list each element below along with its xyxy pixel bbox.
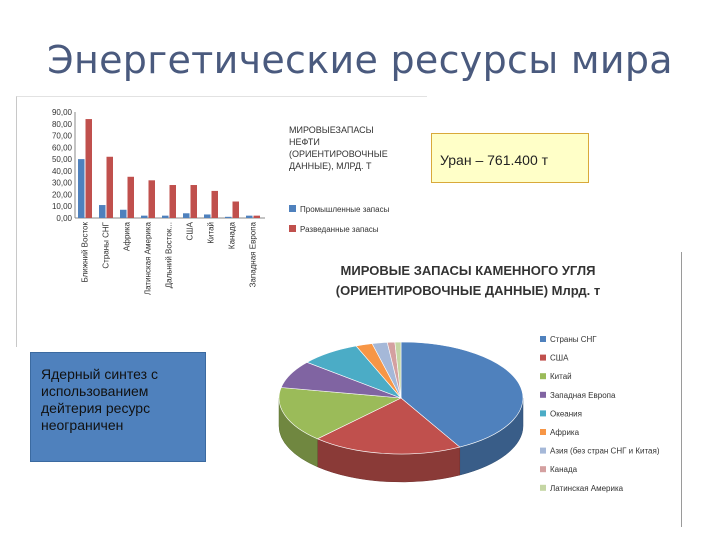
oil-bar bbox=[162, 215, 169, 218]
coal-legend: Страны СНГ США Китай Западная Европа Океания… bbox=[540, 335, 660, 493]
legend-label-industrial: Промышленные запасы bbox=[300, 205, 390, 214]
coal-legend-swatch bbox=[540, 447, 546, 454]
coal-reserves-chart: МИРОВЫЕ ЗАПАСЫ КАМЕННОГО УГЛЯ (ОРИЕНТИРО… bbox=[270, 250, 690, 535]
legend-label-explored: Разведанные запасы bbox=[300, 225, 379, 234]
nuclear-line: использованием bbox=[41, 383, 149, 399]
coal-legend-swatch bbox=[540, 336, 546, 342]
oil-chart-title: МИРОВЫЕЗАПАСЫ bbox=[289, 125, 374, 135]
oil-reserves-chart: 0,00 10,00 20,00 30,00 40,00 50,00 60,00 70,00 8… bbox=[16, 96, 427, 347]
coal-legend-label: Африка bbox=[550, 428, 580, 437]
oil-bar bbox=[169, 185, 176, 218]
coal-slice bbox=[400, 341, 524, 448]
legend-swatch-industrial bbox=[289, 205, 296, 212]
coal-legend-label: Страны СНГ bbox=[550, 335, 597, 344]
coal-slice bbox=[278, 387, 403, 440]
coal-legend-label: Латинская Америка bbox=[550, 484, 624, 493]
coal-legend-swatch bbox=[540, 391, 546, 398]
oil-y-tick-label: 30,00 bbox=[52, 179, 73, 188]
oil-chart-title: (ОРИЕНТИРОВОЧНЫЕ bbox=[289, 149, 388, 159]
oil-category-label: США bbox=[186, 221, 195, 240]
coal-legend-label: Китай bbox=[550, 372, 572, 381]
oil-y-tick-label: 20,00 bbox=[52, 190, 73, 199]
oil-category-label: Китай bbox=[207, 222, 216, 244]
oil-bar bbox=[99, 205, 106, 218]
nuclear-line: Ядерный синтез с bbox=[41, 366, 158, 382]
oil-bar bbox=[190, 185, 197, 218]
oil-bar bbox=[183, 213, 190, 218]
coal-chart-title: МИРОВЫЕ ЗАПАСЫ КАМЕННОГО УГЛЯ bbox=[341, 263, 596, 278]
oil-chart-svg: 0,00 10,00 20,00 30,00 40,00 50,00 60,00 70,00 8… bbox=[52, 108, 390, 295]
oil-category-labels: Ближний Восток Страны СНГ Африка Латинская … bbox=[81, 221, 258, 295]
nuclear-line: неограничен bbox=[41, 417, 124, 433]
oil-y-tick-label: 90,00 bbox=[52, 108, 73, 117]
oil-chart-title: НЕФТИ bbox=[289, 137, 320, 147]
oil-category-label: Канада bbox=[228, 221, 237, 249]
coal-legend-label: Западная Европа bbox=[550, 391, 616, 400]
oil-y-tick-label: 60,00 bbox=[52, 143, 73, 152]
coal-legend-swatch bbox=[540, 429, 546, 435]
coal-legend-swatch bbox=[540, 354, 546, 361]
oil-bar bbox=[127, 176, 134, 218]
oil-bar bbox=[120, 209, 127, 218]
oil-category-label: Латинская Америка bbox=[144, 221, 153, 295]
divider bbox=[681, 252, 682, 527]
oil-bar bbox=[141, 215, 148, 218]
oil-bar bbox=[225, 216, 232, 218]
oil-chart-title: ДАННЫЕ), МЛРД. Т bbox=[289, 161, 372, 171]
coal-legend-label: Океания bbox=[550, 409, 582, 418]
coal-legend-swatch bbox=[540, 484, 546, 491]
coal-legend-label: Азия (без стран СНГ и Китая) bbox=[550, 447, 660, 456]
coal-slice bbox=[316, 397, 461, 455]
oil-bar bbox=[253, 215, 260, 218]
coal-legend-swatch bbox=[540, 373, 546, 380]
oil-bar bbox=[246, 215, 253, 218]
oil-category-label: Африка bbox=[123, 221, 132, 251]
legend-swatch-explored bbox=[289, 225, 296, 232]
oil-y-tick-label: 50,00 bbox=[52, 155, 73, 164]
coal-slice bbox=[394, 341, 402, 399]
coal-chart-title: (ОРИЕНТИРОВОЧНЫЕ ДАННЫЕ) Млрд. т bbox=[336, 283, 600, 298]
oil-bar bbox=[204, 214, 211, 218]
oil-bar bbox=[78, 159, 85, 218]
oil-bar bbox=[85, 119, 92, 218]
oil-category-label: Дальний Восток... bbox=[165, 222, 174, 288]
coal-chart-svg: МИРОВЫЕ ЗАПАСЫ КАМЕННОГО УГЛЯ (ОРИЕНТИРО… bbox=[278, 263, 660, 493]
nuclear-line: дейтерия ресурс bbox=[41, 400, 151, 416]
oil-bars bbox=[78, 119, 260, 218]
oil-bar bbox=[211, 190, 218, 218]
oil-bar bbox=[106, 156, 113, 218]
coal-pie bbox=[278, 341, 524, 483]
oil-bar bbox=[148, 180, 155, 218]
oil-y-tick-label: 70,00 bbox=[52, 132, 73, 141]
oil-category-label: Ближний Восток bbox=[81, 222, 90, 283]
slide-title: Энергетические ресурсы мира bbox=[47, 38, 673, 82]
nuclear-fusion-box: Ядерный синтез с использованием дейтерия… bbox=[30, 352, 206, 462]
oil-bar bbox=[232, 201, 239, 218]
coal-legend-label: США bbox=[550, 354, 569, 363]
uranium-reserves-box: Уран – 761.400 т bbox=[431, 133, 589, 183]
oil-y-tick-label: 0,00 bbox=[56, 214, 72, 223]
oil-y-tick-label: 80,00 bbox=[52, 120, 73, 129]
oil-y-tick-label: 40,00 bbox=[52, 167, 73, 176]
oil-category-label: Страны СНГ bbox=[102, 221, 111, 268]
coal-legend-swatch bbox=[540, 466, 546, 473]
coal-legend-swatch bbox=[540, 410, 546, 417]
oil-y-tick-label: 10,00 bbox=[52, 202, 73, 211]
coal-legend-label: Канада bbox=[550, 465, 578, 474]
oil-category-label: Западная Европа bbox=[249, 221, 258, 287]
